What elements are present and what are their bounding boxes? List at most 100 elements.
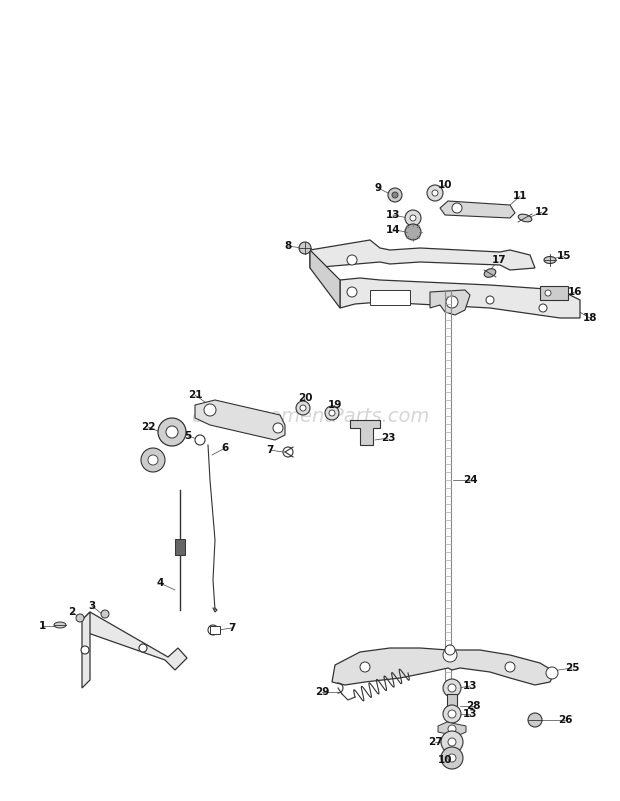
Text: 23: 23 [381,433,396,443]
Circle shape [208,625,218,635]
Bar [210,626,220,634]
Circle shape [405,224,421,240]
Text: 2: 2 [68,607,76,617]
Text: 7: 7 [228,623,236,633]
Text: 13: 13 [386,210,401,220]
Polygon shape [440,201,515,218]
Text: 13: 13 [463,681,477,691]
Text: 5: 5 [184,431,192,441]
Circle shape [448,738,456,746]
Polygon shape [82,612,187,670]
Text: 4: 4 [156,578,164,588]
Circle shape [76,614,84,622]
Text: 24: 24 [463,475,477,485]
Circle shape [296,401,310,415]
Circle shape [452,203,462,213]
Circle shape [443,705,461,723]
Polygon shape [350,420,380,445]
Polygon shape [195,400,285,440]
Circle shape [448,710,456,718]
Ellipse shape [484,268,496,277]
Bar [447,694,457,710]
Circle shape [539,304,547,312]
Circle shape [195,435,205,445]
Polygon shape [310,240,535,270]
Text: 27: 27 [428,737,442,747]
Text: 26: 26 [558,715,572,725]
Circle shape [448,684,456,692]
Circle shape [441,731,463,753]
Circle shape [443,679,461,697]
Circle shape [410,215,416,221]
Text: 16: 16 [568,287,582,297]
Circle shape [432,190,438,196]
Text: 25: 25 [565,663,579,673]
Circle shape [81,646,89,654]
Circle shape [546,667,558,679]
Ellipse shape [544,256,556,264]
Circle shape [299,242,311,254]
Text: 29: 29 [315,687,329,697]
Text: 3: 3 [89,601,95,611]
Polygon shape [370,290,410,305]
Polygon shape [438,722,466,736]
Circle shape [441,747,463,769]
Circle shape [300,405,306,411]
Text: 7: 7 [267,445,273,455]
Circle shape [505,662,515,672]
Text: 12: 12 [534,207,549,217]
Polygon shape [430,290,470,315]
Circle shape [141,448,165,472]
Text: 1: 1 [38,621,46,631]
Text: 10: 10 [438,180,452,190]
Polygon shape [82,612,90,688]
Text: 10: 10 [438,755,452,765]
Circle shape [329,410,335,416]
Circle shape [486,296,494,304]
Text: 6: 6 [221,443,229,453]
Circle shape [148,455,158,465]
Text: 8: 8 [285,241,291,251]
Circle shape [445,645,455,655]
Circle shape [325,406,339,420]
Ellipse shape [518,214,532,222]
Ellipse shape [54,622,66,628]
Circle shape [446,296,458,308]
Circle shape [360,662,370,672]
Text: 19: 19 [328,400,342,410]
Text: 22: 22 [141,422,155,432]
Text: 17: 17 [492,255,507,265]
Circle shape [545,290,551,296]
Polygon shape [332,645,555,685]
Text: eReplacementParts.com: eReplacementParts.com [191,406,429,425]
Circle shape [405,210,421,226]
Circle shape [273,423,283,433]
Text: 21: 21 [188,390,202,400]
Text: 9: 9 [374,183,381,193]
Circle shape [347,287,357,297]
Bar [540,286,568,300]
Circle shape [427,185,443,201]
Circle shape [101,610,109,618]
Text: 20: 20 [298,393,312,403]
Circle shape [139,644,147,652]
Text: 18: 18 [583,313,597,323]
Circle shape [283,447,293,457]
Polygon shape [310,250,340,308]
Text: 14: 14 [386,225,401,235]
Text: 28: 28 [466,701,480,711]
Circle shape [388,188,402,202]
Circle shape [448,725,456,733]
Circle shape [158,418,186,446]
Polygon shape [340,278,580,318]
Circle shape [528,713,542,727]
Circle shape [448,754,456,762]
Circle shape [347,255,357,265]
Circle shape [392,192,398,198]
Circle shape [204,404,216,416]
Text: 15: 15 [557,251,571,261]
Bar [175,539,185,555]
Text: 11: 11 [513,191,527,201]
Circle shape [443,648,457,662]
Circle shape [166,426,178,438]
